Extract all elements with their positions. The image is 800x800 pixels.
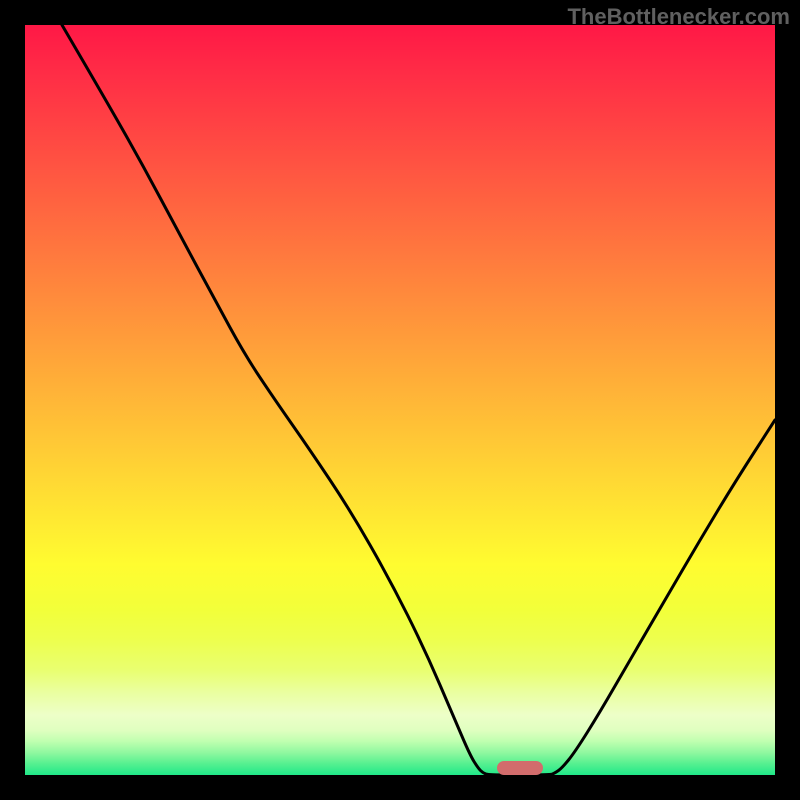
plot-background: [25, 25, 775, 775]
optimal-marker: [497, 761, 543, 775]
chart-svg: [0, 0, 800, 800]
bottleneck-chart: TheBottlenecker.com: [0, 0, 800, 800]
watermark-text: TheBottlenecker.com: [567, 4, 790, 30]
